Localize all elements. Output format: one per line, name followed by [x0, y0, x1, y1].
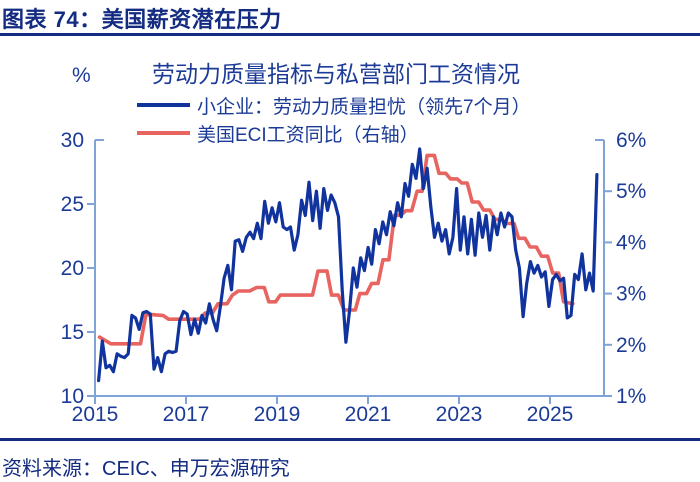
svg-text:1%: 1% — [616, 385, 646, 408]
footer-divider — [0, 438, 700, 441]
svg-text:3%: 3% — [616, 283, 646, 306]
svg-text:10: 10 — [61, 385, 84, 408]
figure-title: 图表 74：美国薪资潜在压力 — [2, 7, 282, 32]
svg-text:2023: 2023 — [436, 403, 483, 426]
svg-text:2%: 2% — [616, 334, 646, 357]
svg-text:2015: 2015 — [72, 403, 119, 426]
svg-text:2025: 2025 — [527, 403, 574, 426]
legend-swatch-blue-line — [137, 103, 190, 107]
svg-text:25: 25 — [61, 193, 84, 216]
legend-item-eci: 美国ECI工资同比（右轴） — [137, 119, 531, 147]
svg-text:2021: 2021 — [345, 403, 392, 426]
legend-label-small-business: 小企业：劳动力质量担忧（领先7个月） — [197, 96, 531, 118]
legend-label-eci: 美国ECI工资同比（右轴） — [197, 124, 419, 146]
svg-text:2017: 2017 — [163, 403, 210, 426]
svg-text:5%: 5% — [616, 180, 646, 203]
svg-text:15: 15 — [61, 321, 84, 344]
svg-text:6%: 6% — [616, 129, 646, 152]
svg-text:2019: 2019 — [254, 403, 301, 426]
source-note: 资料来源：CEIC、申万宏源研究 — [2, 458, 290, 480]
svg-text:30: 30 — [61, 129, 84, 152]
svg-text:20: 20 — [61, 257, 84, 280]
legend-item-small-business: 小企业：劳动力质量担忧（领先7个月） — [137, 91, 531, 119]
left-axis-unit-label: % — [72, 64, 91, 87]
title-underline — [0, 33, 700, 36]
chart-legend: 小企业：劳动力质量担忧（领先7个月） 美国ECI工资同比（右轴） — [137, 91, 531, 147]
svg-text:4%: 4% — [616, 231, 646, 254]
legend-swatch-red-line — [137, 131, 190, 135]
chart-title: 劳动力质量指标与私营部门工资情况 — [152, 61, 520, 87]
